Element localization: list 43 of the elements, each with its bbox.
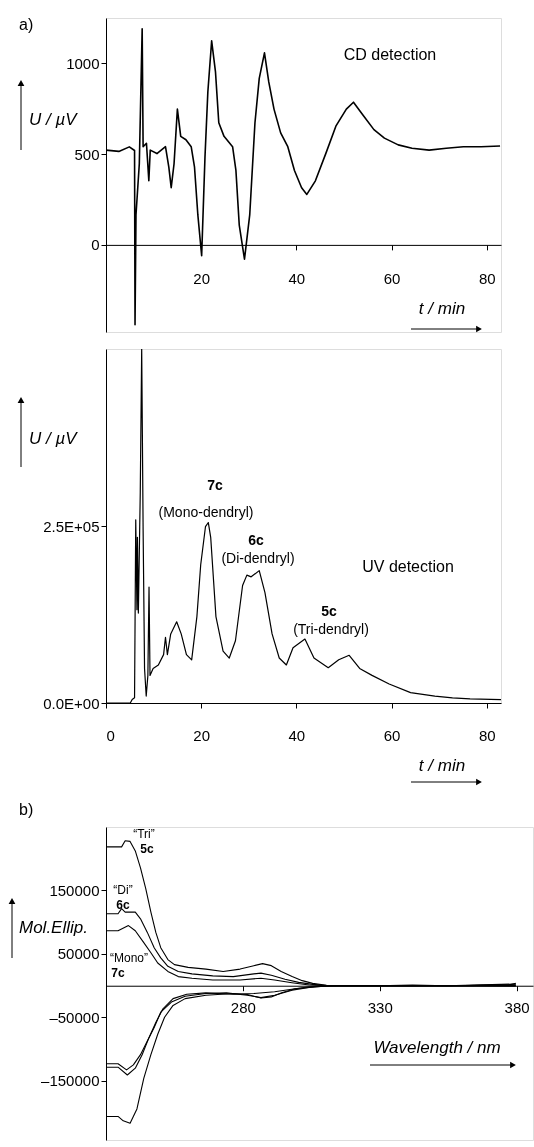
x-axis-title: Wavelength / nm bbox=[373, 1038, 501, 1057]
text: b) bbox=[19, 801, 34, 818]
annotation: 7c bbox=[111, 966, 125, 980]
annotation: CD detection bbox=[343, 46, 437, 63]
annotation: 7c bbox=[207, 477, 223, 493]
y-tick-label: 1000 bbox=[66, 54, 100, 72]
annotation: “Mono” bbox=[109, 951, 149, 965]
annotation: 6c bbox=[248, 532, 264, 548]
annotation: “Di” bbox=[113, 883, 133, 897]
annotation: “Tri” bbox=[133, 827, 155, 841]
x-tick-label: 330 bbox=[367, 999, 393, 1017]
y-tick-label: 50000 bbox=[57, 945, 100, 963]
y-tick-label: 2.5E+05 bbox=[43, 517, 100, 535]
x-tick-label: 40 bbox=[288, 726, 306, 744]
y-tick-label: –150000 bbox=[41, 1072, 100, 1090]
y-axis-title: U / µV bbox=[29, 110, 79, 129]
annotation: 6c bbox=[116, 898, 130, 912]
x-axis-title: t / min bbox=[418, 756, 466, 775]
x-tick-label: 20 bbox=[193, 270, 211, 288]
y-tick-label: –50000 bbox=[49, 1008, 100, 1026]
x-tick-label: 280 bbox=[230, 999, 256, 1017]
annotation: 5c bbox=[321, 603, 337, 619]
annotation: (Mono-dendryl) bbox=[158, 504, 254, 520]
y-axis-title: U / µV bbox=[29, 429, 79, 448]
y-tick-label: 500 bbox=[74, 145, 100, 163]
x-tick-label: 40 bbox=[288, 270, 306, 288]
x-tick-label: 80 bbox=[478, 726, 496, 744]
x-tick-label: 60 bbox=[383, 270, 401, 288]
annotation: (Tri-dendryl) bbox=[293, 621, 369, 637]
x-tick-label: 0 bbox=[106, 726, 115, 744]
y-tick-label: 150000 bbox=[49, 881, 100, 899]
y-tick-label: 0.0E+00 bbox=[43, 694, 100, 712]
annotation: 5c bbox=[140, 842, 154, 856]
text: a) bbox=[19, 16, 34, 33]
annotation: (Di-dendryl) bbox=[221, 550, 295, 566]
x-tick-label: 20 bbox=[193, 726, 211, 744]
x-axis-title: t / min bbox=[418, 299, 466, 318]
annotation: UV detection bbox=[362, 558, 454, 575]
x-tick-label: 380 bbox=[504, 999, 530, 1017]
x-tick-label: 80 bbox=[478, 270, 496, 288]
y-tick-label: 0 bbox=[91, 236, 100, 254]
x-tick-label: 60 bbox=[383, 726, 401, 744]
y-axis-title: Mol.Ellip. bbox=[19, 918, 88, 937]
